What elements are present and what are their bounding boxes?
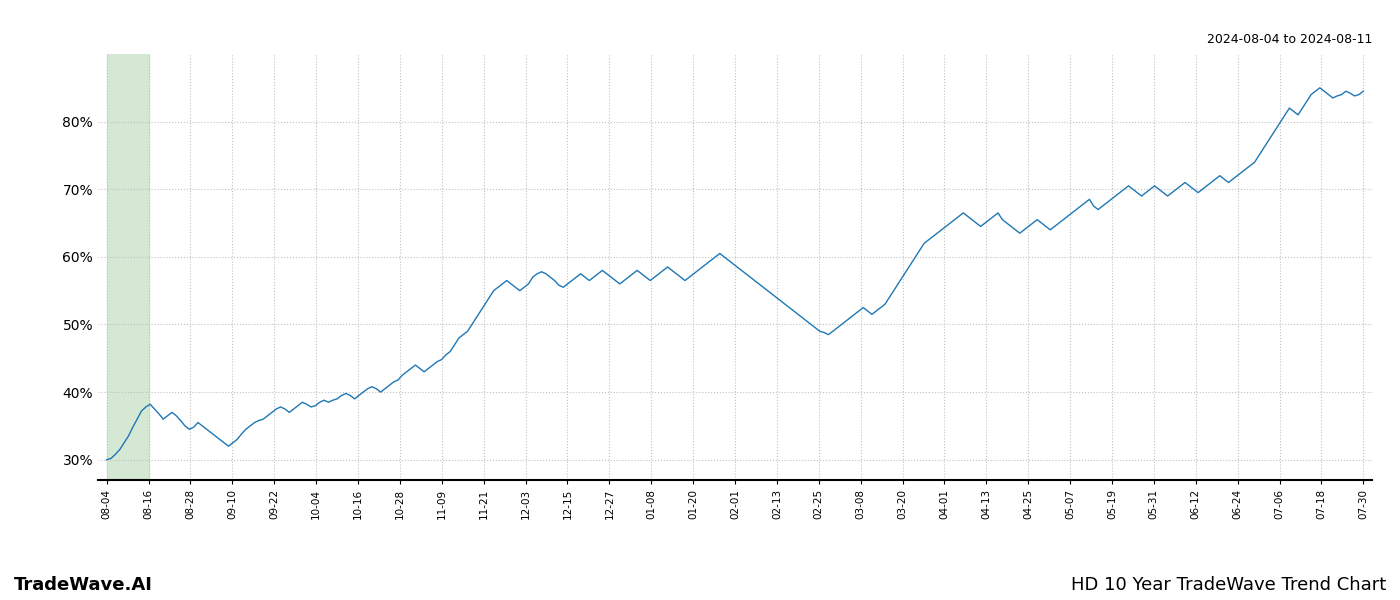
Text: TradeWave.AI: TradeWave.AI — [14, 576, 153, 594]
Text: 2024-08-04 to 2024-08-11: 2024-08-04 to 2024-08-11 — [1207, 33, 1372, 46]
Bar — [106, 54, 148, 480]
Text: HD 10 Year TradeWave Trend Chart: HD 10 Year TradeWave Trend Chart — [1071, 576, 1386, 594]
